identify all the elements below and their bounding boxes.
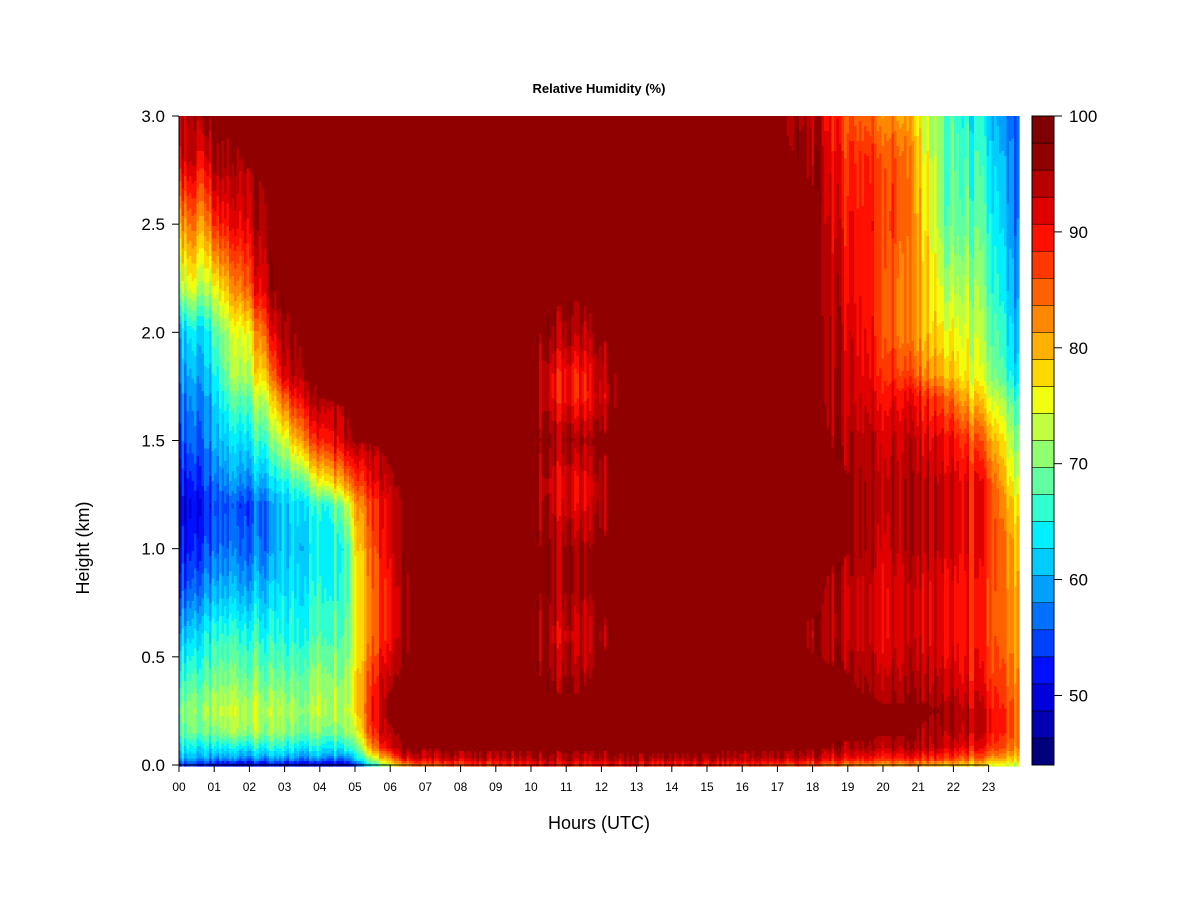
chart-title: Relative Humidity (%) <box>533 81 666 96</box>
heatmap-area <box>179 116 1020 767</box>
